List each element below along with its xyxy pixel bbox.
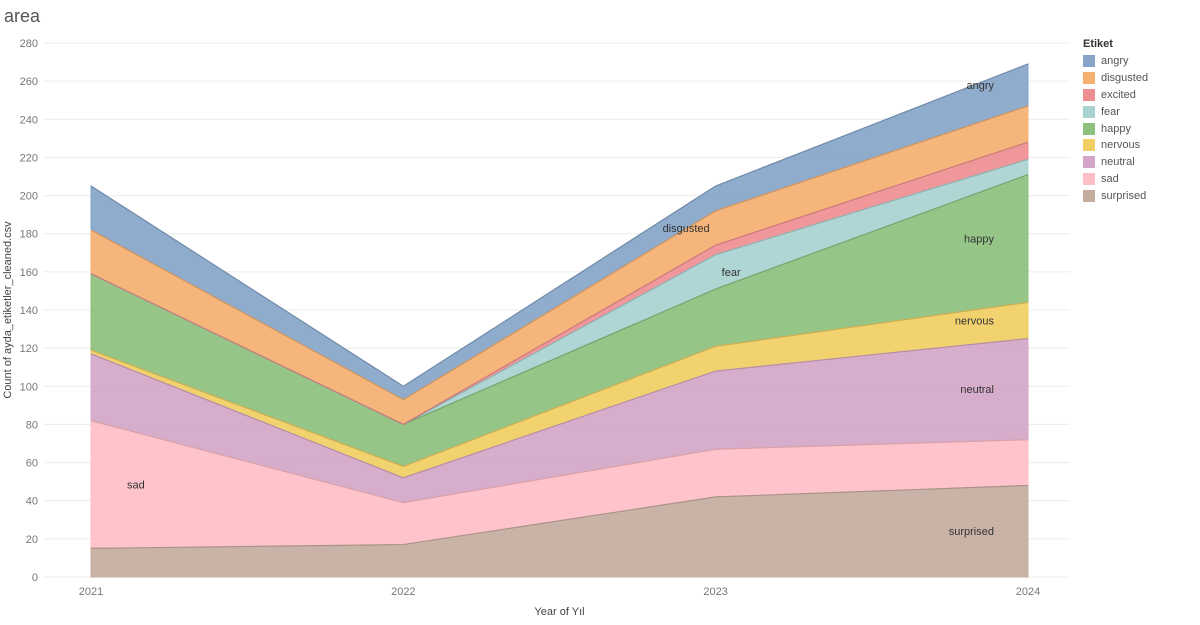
legend-swatch <box>1083 105 1095 118</box>
y-tick-label: 80 <box>26 419 38 431</box>
legend-item-angry[interactable]: angry <box>1083 53 1193 70</box>
y-tick-label: 120 <box>20 343 38 355</box>
legend-label: nervous <box>1101 139 1141 152</box>
y-tick-label: 260 <box>20 76 38 88</box>
area-edge-excited <box>90 141 1029 426</box>
legend-item-surprised[interactable]: surprised <box>1083 187 1193 204</box>
area-edge-surprised <box>90 484 1029 549</box>
x-tick-label: 2021 <box>79 586 103 598</box>
y-tick-label: 140 <box>20 305 38 317</box>
legend-swatch <box>1083 172 1095 185</box>
area-label-angry: angry <box>966 80 994 92</box>
area-label-surprised: surprised <box>949 526 994 538</box>
legend-swatch <box>1083 189 1095 202</box>
y-tick-label: 180 <box>20 229 38 241</box>
legend-item-sad[interactable]: sad <box>1083 171 1193 188</box>
area-label-fear: fear <box>722 267 741 279</box>
legend-item-excited[interactable]: excited <box>1083 87 1193 104</box>
y-tick-label: 60 <box>26 458 38 470</box>
legend-label: sad <box>1101 172 1119 185</box>
y-tick-label: 280 <box>20 38 38 50</box>
area-label-neutral: neutral <box>960 384 994 396</box>
legend-swatch <box>1083 139 1095 152</box>
area-edge-nervous <box>90 301 1029 468</box>
y-tick-label: 220 <box>20 152 38 164</box>
legend-item-nervous[interactable]: nervous <box>1083 137 1193 154</box>
y-tick-label: 40 <box>26 496 38 508</box>
legend-label: neutral <box>1101 156 1135 169</box>
legend-item-fear[interactable]: fear <box>1083 103 1193 120</box>
area-edge-angry <box>90 63 1029 387</box>
legend-swatch <box>1083 72 1095 85</box>
legend-label: happy <box>1101 122 1131 135</box>
legend-swatch <box>1083 122 1095 135</box>
page-title: area <box>4 6 41 26</box>
y-axis: 0 20 40 60 80 100 120 140 160 180 200 220 240 260 280 <box>20 38 38 584</box>
y-tick-label: 200 <box>20 191 38 203</box>
y-tick-label: 100 <box>20 381 38 393</box>
area-label-sad: sad <box>127 480 145 492</box>
legend-label: angry <box>1101 55 1129 68</box>
label-layer: sad disgusted fear angry happy nervous neutral… <box>127 80 994 538</box>
x-tick-label: 2023 <box>703 586 727 598</box>
y-tick-label: 240 <box>20 114 38 126</box>
area-edge-disgusted <box>90 105 1029 401</box>
y-tick-label: 160 <box>20 267 38 279</box>
legend-label: surprised <box>1101 189 1147 202</box>
legend-label: excited <box>1101 88 1136 101</box>
area-edge-sad <box>90 420 1029 504</box>
legend: Etiket angry disgusted excited fear happy ner… <box>1083 38 1193 204</box>
x-axis: 2021 2022 2023 2024 <box>79 586 1040 598</box>
area-layer <box>90 63 1029 578</box>
legend-item-neutral[interactable]: neutral <box>1083 154 1193 171</box>
area-chart: sad disgusted fear angry happy nervous neutral… <box>2 38 1070 618</box>
legend-item-happy[interactable]: happy <box>1083 120 1193 137</box>
y-tick-label: 0 <box>32 572 38 584</box>
area-label-happy: happy <box>964 233 994 245</box>
legend-label: fear <box>1101 105 1120 118</box>
legend-item-disgusted[interactable]: disgusted <box>1083 70 1193 87</box>
y-axis-title: Count of ayda_etiketler_cleaned.csv <box>2 221 14 399</box>
area-edge-neutral <box>90 338 1029 479</box>
area-label-disgusted: disgusted <box>663 223 710 235</box>
legend-items: angry disgusted excited fear happy nervous neu… <box>1083 53 1193 204</box>
legend-swatch <box>1083 156 1095 169</box>
legend-title: Etiket <box>1083 38 1113 50</box>
x-tick-label: 2022 <box>391 586 415 598</box>
area-label-nervous: nervous <box>955 315 995 327</box>
legend-label: disgusted <box>1101 72 1149 85</box>
legend-swatch <box>1083 88 1095 101</box>
x-tick-label: 2024 <box>1016 586 1040 598</box>
y-tick-label: 20 <box>26 534 38 546</box>
legend-swatch <box>1083 55 1095 68</box>
x-axis-title: Year of Yıl <box>534 606 584 618</box>
